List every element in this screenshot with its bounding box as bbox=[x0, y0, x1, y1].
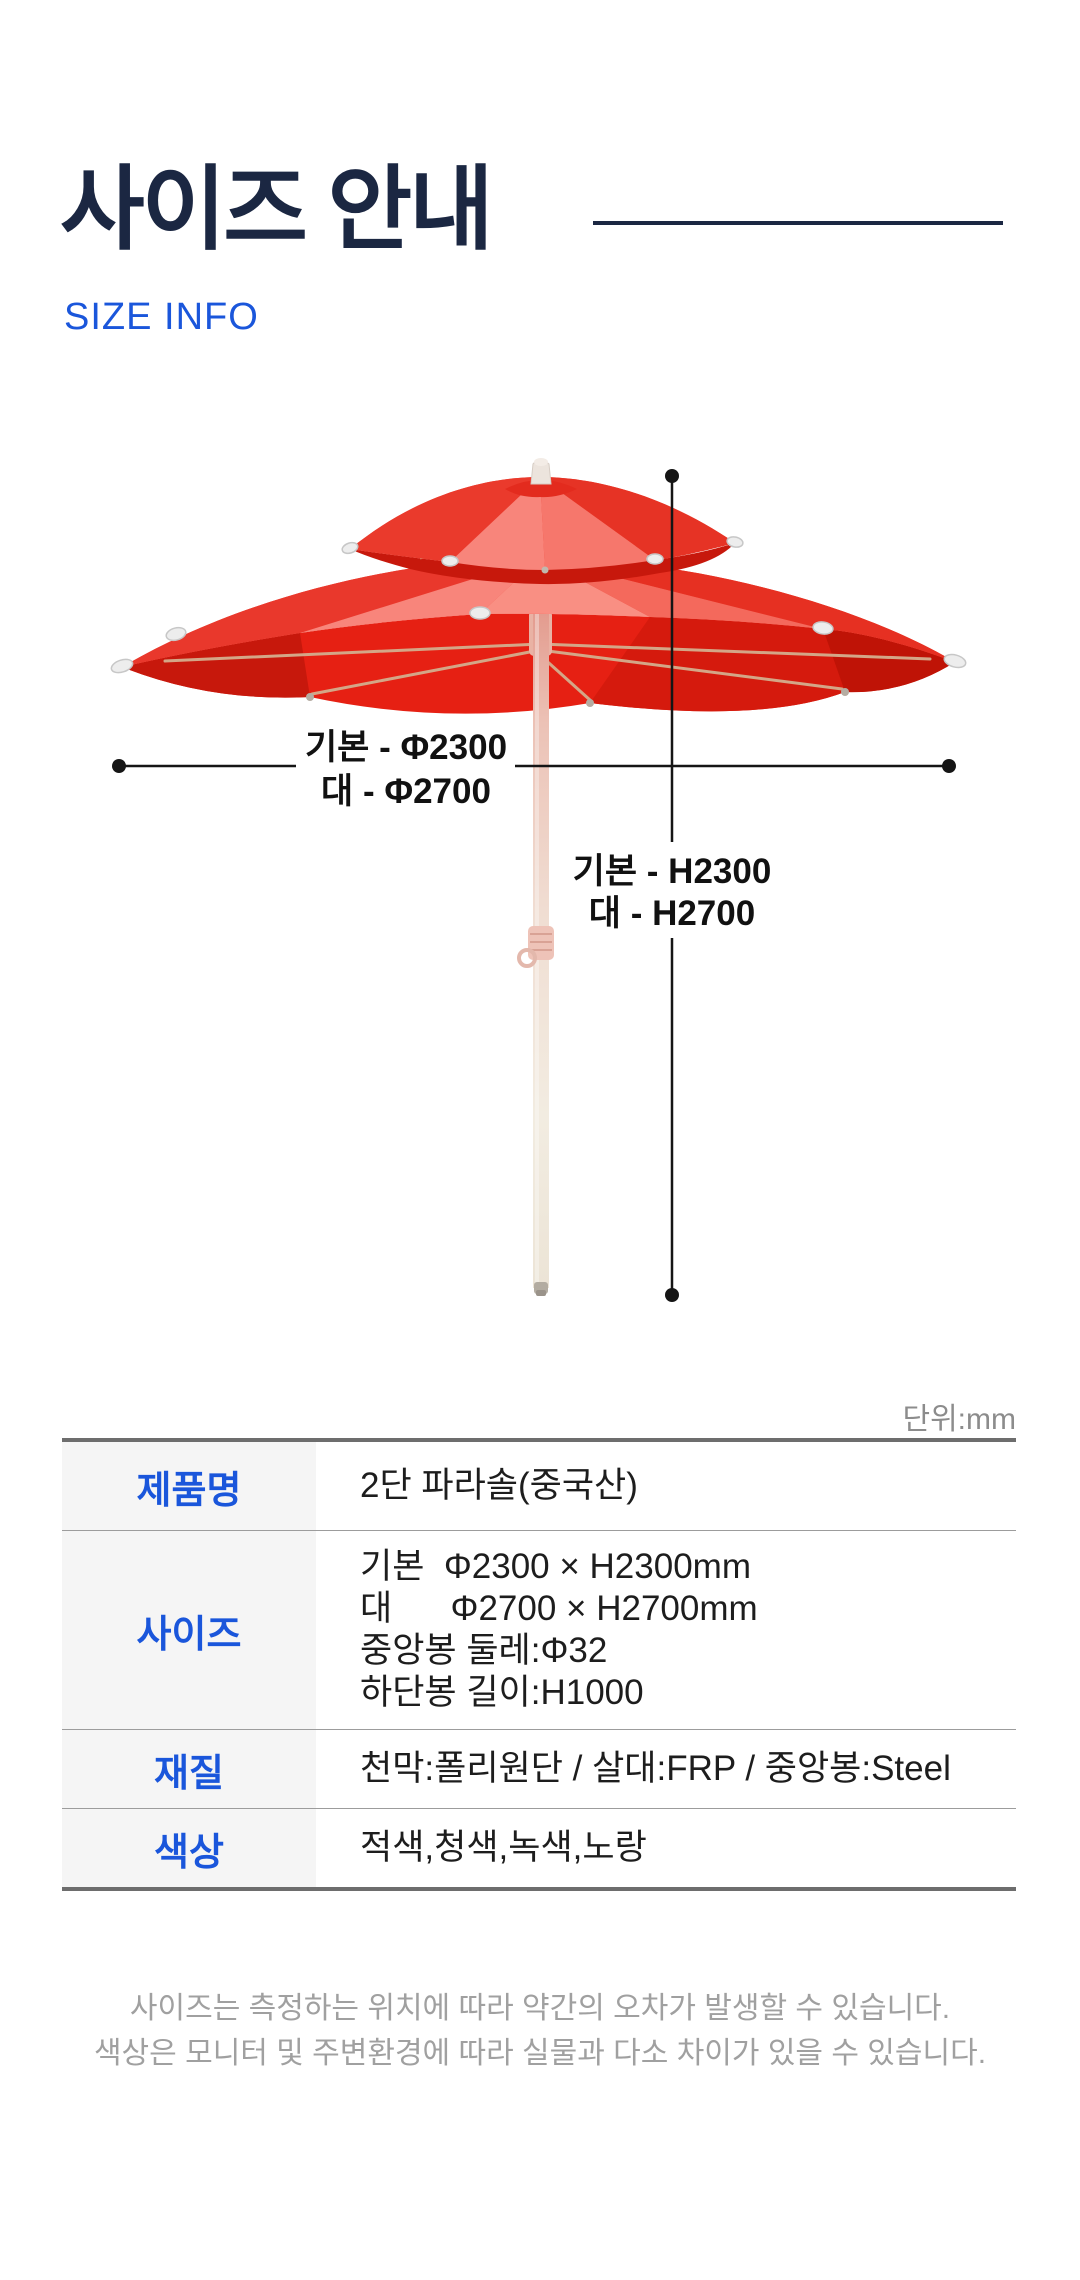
disclaimer-notes: 사이즈는 측정하는 위치에 따라 약간의 오차가 발생할 수 있습니다. 색상은… bbox=[0, 1986, 1080, 2076]
row-value: 천막:폴리원단 / 살대:FRP / 중앙봉:Steel bbox=[360, 1749, 951, 1788]
page-title: 사이즈 안내 bbox=[60, 159, 494, 261]
upper-rib-tip-caps bbox=[341, 536, 744, 567]
apex-ruffle bbox=[505, 480, 577, 498]
title-rule-line bbox=[593, 221, 1003, 225]
upper-tier-canopy bbox=[341, 458, 744, 585]
spec-table: 제품명 2단 파라솔(중국산) 사이즈 기본 Φ2300 × H2300mm 대… bbox=[62, 1438, 1016, 1891]
height-dimension-label: 기본 - H2300 대 - H2700 bbox=[573, 851, 772, 935]
disclaimer-line-2: 색상은 모니터 및 주변환경에 따라 실물과 다소 차이가 있을 수 있습니다. bbox=[93, 2037, 987, 2070]
center-pole bbox=[517, 600, 554, 1296]
row-value: 적색,청색,녹색,노랑 bbox=[360, 1828, 647, 1867]
table-row-color: 색상 적색,청색,녹색,노랑 bbox=[62, 1809, 1016, 1887]
row-label: 제품명 bbox=[62, 1442, 316, 1530]
row-label: 재질 bbox=[62, 1730, 316, 1808]
height-dimension-basic: 기본 - H2300 bbox=[572, 852, 772, 891]
disclaimer-line-1: 사이즈는 측정하는 위치에 따라 약간의 오차가 발생할 수 있습니다. bbox=[129, 1992, 951, 2025]
pole-collar bbox=[517, 926, 554, 968]
width-dimension-endpoints bbox=[112, 759, 956, 773]
width-dimension-large: 대 - Φ2700 bbox=[321, 772, 491, 811]
table-row-size: 사이즈 기본 Φ2300 × H2300mm 대 Φ2700 × H2700mm… bbox=[62, 1531, 1016, 1730]
width-dimension-label: 기본 - Φ2300 대 - Φ2700 bbox=[305, 726, 507, 814]
width-dimension-basic: 기본 - Φ2300 bbox=[304, 728, 508, 767]
main-rib-tip-caps bbox=[110, 606, 967, 674]
pole-ferrule bbox=[534, 1282, 548, 1296]
height-dimension-endpoints bbox=[665, 469, 679, 1302]
rib-struts bbox=[163, 642, 932, 702]
parasol-diagram bbox=[110, 458, 967, 1302]
finial bbox=[530, 458, 552, 485]
height-dimension-large: 대 - H2700 bbox=[588, 894, 756, 933]
main-front-rib-ends bbox=[306, 688, 849, 707]
row-value: 기본 Φ2300 × H2300mm 대 Φ2700 × H2700mm 중앙봉… bbox=[360, 1547, 758, 1712]
page-subtitle: SIZE INFO bbox=[64, 296, 259, 338]
unit-note: 단위:mm bbox=[902, 1403, 1016, 1436]
row-value: 2단 파라솔(중국산) bbox=[360, 1466, 638, 1505]
row-label: 사이즈 bbox=[62, 1531, 316, 1729]
table-row-product-name: 제품명 2단 파라솔(중국산) bbox=[62, 1442, 1016, 1531]
table-row-material: 재질 천막:폴리원단 / 살대:FRP / 중앙봉:Steel bbox=[62, 1730, 1016, 1809]
row-label: 색상 bbox=[62, 1809, 316, 1887]
